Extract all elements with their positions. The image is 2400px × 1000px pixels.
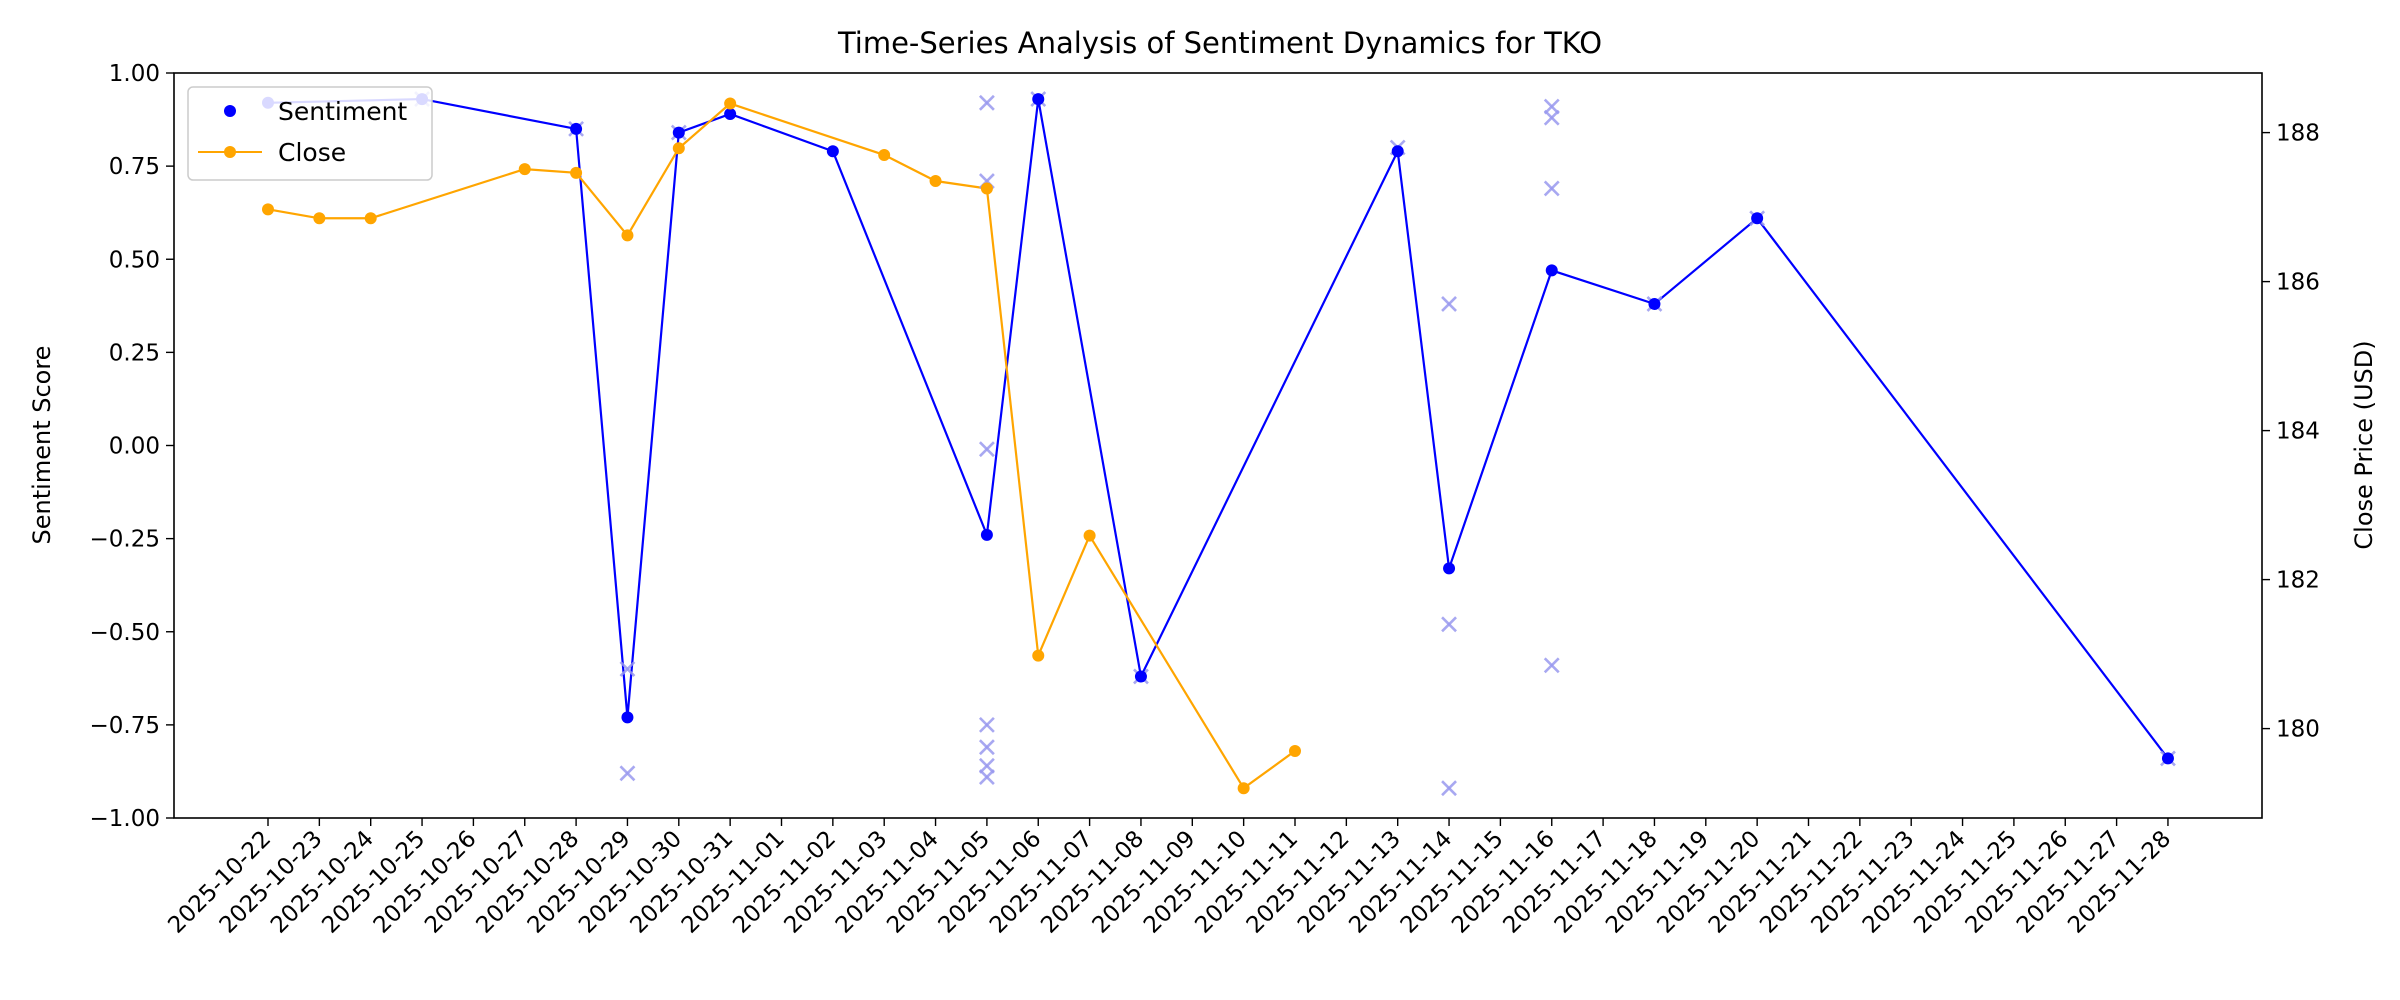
raw-sentiment-marker [1543,657,1560,674]
close-point [724,97,737,110]
y-right-tick-label: 188 [2276,121,2320,147]
close-point [364,212,377,225]
sentiment-point [2161,752,2174,765]
legend-sentiment-label: Sentiment [278,97,407,126]
y-axis-label-right: Close Price (USD) [2350,340,2378,549]
y-left-tick-label: 0.00 [109,434,160,460]
y-left-tick-label: −0.50 [90,620,160,646]
y-left-tick-label: −1.00 [90,806,160,832]
legend-sentiment-marker [224,105,236,117]
y-left-tick-label: −0.75 [90,713,160,739]
sentiment-point [1648,297,1661,310]
close-point [1032,649,1045,662]
y-right-tick-label: 184 [2276,419,2320,445]
plot-frame [173,72,2263,819]
legend-box [187,86,433,181]
sentiment-point [1032,93,1045,106]
close-point [570,166,583,179]
raw-sentiment-marker [978,739,995,756]
raw-sentiment-marker [978,441,995,458]
sentiment-point [1751,212,1764,225]
raw-sentiment-marker [1441,616,1457,633]
close-point [980,182,993,195]
chart-title: Time-Series Analysis of Sentiment Dynami… [837,26,1602,60]
close-point [878,148,891,161]
sentiment-point [1391,145,1404,158]
y-left-tick-label: 1.00 [109,61,160,87]
y-right-tick-label: 182 [2276,568,2320,594]
close-point [1083,529,1096,542]
raw-sentiment-marker [619,661,636,677]
sentiment-point [826,145,839,158]
y-left-tick-label: 0.25 [109,340,160,366]
close-point [621,229,634,242]
sentiment-line [267,97,2169,760]
y-left-tick-label: −0.25 [90,527,160,553]
close-point [1237,782,1250,795]
sentiment-point [672,126,685,139]
legend: Sentiment Close [187,86,433,181]
sentiment-point [724,107,737,120]
close-point [518,163,531,176]
y-right-tick-label: 186 [2276,270,2320,296]
raw-sentiment-marker [978,757,995,774]
close-point [672,142,685,155]
raw-sentiment-marker [1441,296,1457,312]
sentiment-point [1545,264,1558,277]
y-left-tick-label: 0.50 [109,247,160,273]
raw-sentiment-marker [978,716,995,733]
legend-close-marker [224,146,236,158]
sentiment-point [570,122,583,135]
legend-close-label: Close [278,138,346,167]
close-point [262,203,274,216]
close-point [929,175,942,188]
sentiment-point [980,528,993,541]
sentiment-point [1443,562,1456,575]
raw-sentiment-marker [978,94,995,111]
close-point [313,212,326,225]
y-axis-label-left: Sentiment Score [28,346,56,545]
close-point [1289,744,1301,757]
y-left-tick-label: 0.75 [109,154,160,180]
raw-sentiment-marker [1441,780,1457,797]
raw-sentiment-marker [1543,180,1560,197]
y-right-tick-label: 180 [2276,717,2320,743]
raw-sentiment-marker [1543,98,1560,115]
raw-sentiment-marker [1543,109,1560,126]
raw-sentiment-marker [978,769,995,785]
raw-sentiment-marker [619,765,636,782]
series-points-layer [262,93,2174,795]
sentiment-point [1134,670,1147,683]
sentiment-point [621,711,634,724]
